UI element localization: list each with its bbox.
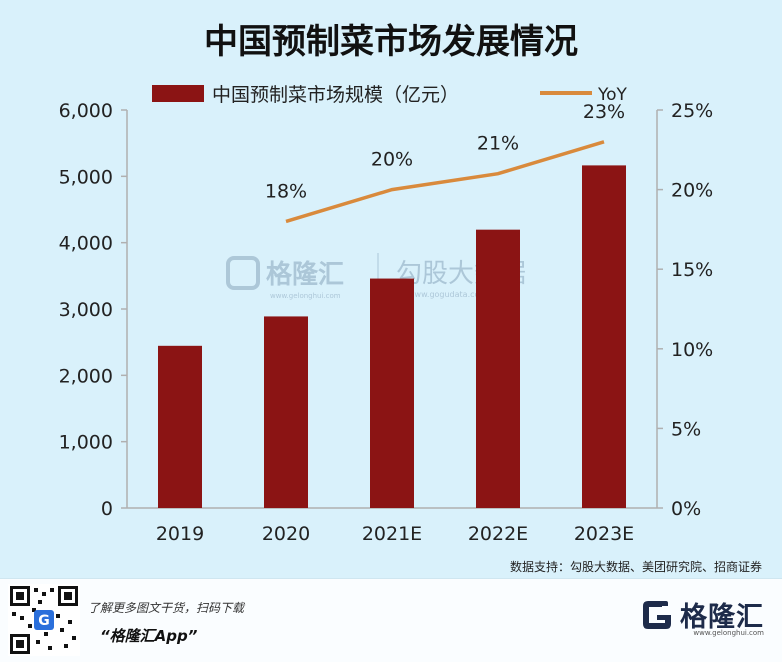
x-axis-tick-label: 2021E — [362, 523, 422, 545]
footer-logo-text: 格隆汇 — [680, 602, 764, 633]
x-axis-tick-labels: 2019 2020 2021E 2022E 2023E — [156, 523, 634, 545]
watermark-brand: 格隆汇 — [266, 259, 344, 290]
promo-app-name[interactable]: “格隆汇App” — [100, 627, 198, 645]
yoy-data-label: 23% — [583, 101, 625, 123]
footer-logo-url: www.gelonghui.com — [693, 629, 764, 637]
left-axis-tick-label: 1,000 — [59, 432, 113, 454]
gelonghui-logo-icon — [643, 600, 671, 629]
right-axis-tick-label: 5% — [671, 418, 701, 440]
right-axis-ticks: 0% 5% 10% 15% 20% 25% — [657, 100, 713, 520]
left-axis-tick-label: 6,000 — [59, 100, 113, 122]
right-axis-tick-label: 0% — [671, 498, 701, 520]
legend-bar-swatch — [152, 85, 204, 102]
bar — [370, 278, 414, 508]
x-axis-tick-label: 2019 — [156, 523, 204, 545]
bar — [158, 345, 202, 508]
x-axis-tick-label: 2023E — [574, 523, 634, 545]
left-axis-tick-label: 5,000 — [59, 166, 113, 188]
yoy-data-label: 18% — [265, 180, 307, 202]
qr-code-icon[interactable]: G — [8, 584, 80, 656]
chart-title: 中国预制菜市场发展情况 — [204, 22, 578, 62]
left-axis-tick-label: 0 — [101, 498, 113, 520]
bar — [476, 229, 520, 508]
watermark-partner-url: www.gogudata.com — [408, 290, 487, 299]
legend-line-label: YoY — [597, 85, 628, 105]
footer-logo: 格隆汇 www.gelonghui.com — [640, 595, 764, 637]
left-axis-ticks: 0 1,000 2,000 3,000 4,000 5,000 6,000 — [59, 100, 127, 520]
promo-text: 了解更多图文干货，扫码下载 — [88, 601, 245, 615]
legend: 中国预制菜市场规模（亿元） YoY — [152, 84, 628, 106]
left-axis-tick-label: 4,000 — [59, 233, 113, 255]
source-note: 数据支持：勾股大数据、美团研究院、招商证券 — [509, 560, 762, 574]
x-axis-tick-label: 2022E — [468, 523, 528, 545]
watermark-brand-url: www.gelonghui.com — [270, 292, 341, 300]
right-axis-tick-label: 10% — [671, 339, 713, 361]
bar — [264, 316, 308, 508]
left-axis-tick-label: 3,000 — [59, 299, 113, 321]
yoy-data-label: 21% — [477, 133, 519, 155]
x-axis-tick-label: 2020 — [262, 523, 310, 545]
right-axis-tick-label: 25% — [671, 100, 713, 122]
bar — [582, 165, 626, 508]
bar-series — [158, 165, 626, 508]
right-axis-tick-label: 20% — [671, 180, 713, 202]
yoy-line — [285, 140, 605, 224]
svg-text:G: G — [38, 613, 50, 629]
left-axis-tick-label: 2,000 — [59, 365, 113, 387]
yoy-line-series: 18% 20% 21% 23% — [265, 101, 625, 224]
yoy-data-label: 20% — [371, 149, 413, 171]
watermark-logo-icon — [226, 256, 260, 290]
right-axis-tick-label: 15% — [671, 259, 713, 281]
legend-bar-label: 中国预制菜市场规模（亿元） — [212, 84, 459, 106]
chart-area: 格隆汇 www.gelonghui.com 勾股大数据 www.gogudata… — [59, 84, 714, 545]
footer-banner: G 了解更多图文干货，扫码下载 “格隆汇App” 格隆汇 www.gelongh… — [0, 578, 782, 662]
